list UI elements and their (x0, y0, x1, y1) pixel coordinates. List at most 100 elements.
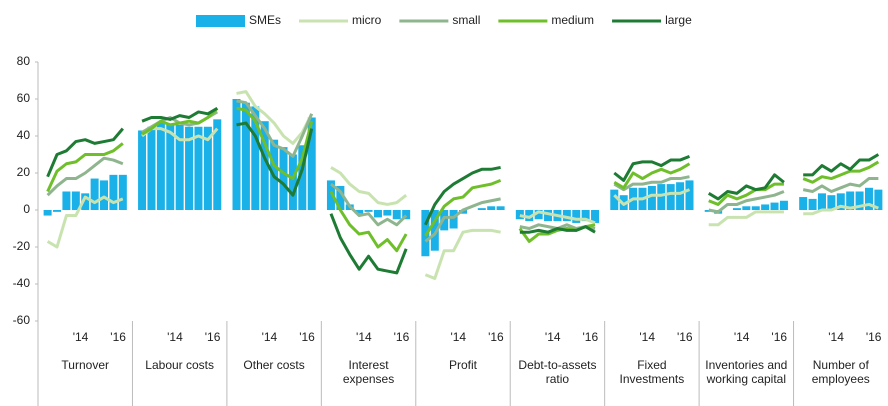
line (613, 154, 691, 182)
bar (213, 119, 222, 210)
bar (109, 174, 118, 210)
legend-label: small (452, 13, 480, 27)
bar (402, 210, 411, 220)
group-label: Number of employees (811, 358, 870, 386)
bar (496, 206, 505, 210)
bar (90, 178, 99, 210)
bar (326, 180, 335, 210)
line (46, 142, 124, 193)
bar (100, 180, 109, 210)
line (141, 106, 219, 123)
line (141, 127, 219, 142)
bar (203, 126, 212, 210)
line (236, 121, 314, 197)
bar (515, 210, 524, 220)
line (46, 127, 124, 178)
bar (855, 191, 864, 210)
bar (364, 210, 373, 212)
bar (817, 193, 826, 210)
y-tick-label: -20 (13, 239, 31, 253)
group-label: Debt-to-assets ratio (518, 358, 597, 386)
bar (185, 126, 194, 210)
line (424, 165, 501, 226)
line (708, 182, 784, 206)
line (424, 228, 501, 280)
bar (732, 208, 741, 210)
bar (779, 200, 788, 210)
bar (685, 180, 694, 210)
bar (676, 182, 685, 210)
y-tick-label: 80 (17, 54, 31, 68)
group-label: Fixed Investments (619, 358, 685, 386)
line (803, 153, 880, 177)
bar (534, 210, 543, 220)
line (613, 162, 691, 190)
line (46, 156, 124, 197)
bar (260, 121, 269, 210)
x-tick-label: '14 (450, 330, 466, 344)
x-tick-label: '14 (356, 330, 372, 344)
group-label: Inventories and working capital (705, 358, 788, 386)
bar (279, 147, 288, 210)
line (519, 210, 596, 225)
line (141, 107, 219, 136)
bar (864, 187, 873, 210)
y-tick-label: -60 (13, 313, 31, 327)
x-tick-label: '16 (677, 330, 693, 344)
x-tick-label: '14 (545, 330, 561, 344)
bar (751, 206, 760, 210)
line (802, 177, 879, 193)
line (236, 90, 314, 145)
bar (827, 195, 836, 210)
line (329, 190, 408, 253)
bar (118, 174, 127, 210)
bar (742, 206, 751, 210)
bar (657, 184, 666, 210)
bar (298, 145, 307, 210)
bar (175, 124, 184, 210)
bar (232, 99, 241, 210)
bar (241, 102, 250, 210)
bar (770, 202, 779, 210)
bar (53, 210, 62, 212)
bar (194, 126, 203, 210)
line (330, 182, 408, 227)
group-label: Other costs (243, 358, 305, 372)
group-label: Profit (448, 358, 477, 372)
legend-swatch (196, 15, 245, 27)
bar (383, 210, 392, 216)
line (424, 197, 501, 243)
bar (572, 210, 581, 223)
x-tick-label: '14 (73, 330, 89, 344)
x-tick-label: '16 (771, 330, 787, 344)
x-tick-label: '16 (394, 330, 410, 344)
x-tick-label: '14 (167, 330, 183, 344)
bar (449, 210, 458, 229)
line (329, 213, 408, 275)
x-tick-label: '16 (299, 330, 315, 344)
x-tick-label: '14 (639, 330, 655, 344)
group-label: Labour costs (145, 358, 215, 372)
bar (392, 210, 401, 220)
y-tick-label: 60 (17, 91, 31, 105)
bar (581, 210, 590, 222)
y-tick-label: 20 (17, 165, 31, 179)
group-label: Interest expenses (342, 358, 395, 386)
bar (761, 204, 770, 210)
bar (147, 126, 156, 210)
legend-label: large (665, 13, 692, 27)
x-tick-label: '14 (262, 330, 278, 344)
bar (62, 191, 71, 210)
bar (836, 193, 845, 210)
line (236, 106, 314, 181)
bar (138, 130, 147, 210)
x-tick-label: '16 (110, 330, 126, 344)
bar (336, 185, 345, 210)
line (330, 166, 408, 206)
y-tick-label: 40 (17, 128, 31, 142)
line (613, 188, 691, 206)
x-tick-label: '16 (488, 330, 504, 344)
bar (799, 197, 808, 210)
line (46, 195, 124, 249)
